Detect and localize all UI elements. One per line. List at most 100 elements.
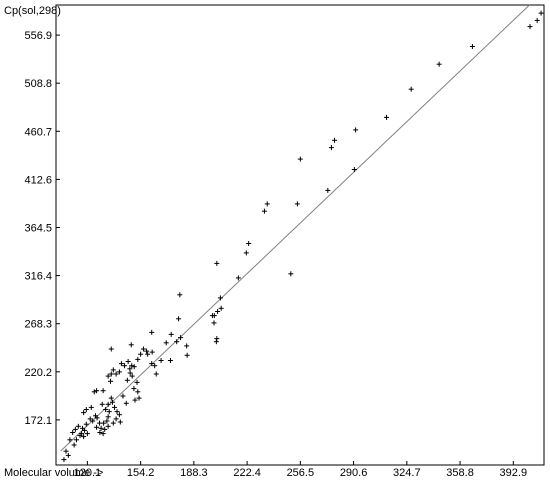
x-ticks: 120.1 154.2 188.3 222.4 256.5 290.6 324.7 358.8… [74,461,527,479]
data-point-103 [246,241,252,246]
data-point-82 [174,339,180,345]
y-tick-label-5: 412.6 [24,174,52,186]
data-point-85 [184,352,190,358]
data-point-67 [127,366,133,372]
data-point-55 [122,363,128,369]
x-tick-label-8: 392.9 [500,467,528,479]
data-point-57 [127,370,133,376]
data-point-53 [116,369,122,375]
data-point-44 [88,404,94,410]
data-point-11 [84,431,90,437]
data-point-24 [100,431,106,437]
data-point-31 [99,401,105,407]
y-ticks: 172.1 220.2 268.3 316.4 364.5 412.6 460.7 508.8… [24,30,60,427]
data-point-46 [94,388,100,394]
data-point-49 [105,373,111,379]
data-point-9 [81,434,87,440]
data-point-43 [83,407,89,412]
data-point-0 [61,457,67,463]
data-point-22 [98,425,104,431]
data-point-4 [67,437,73,443]
data-point-48 [107,378,113,384]
data-point-28 [105,414,111,420]
data-point-113 [353,127,359,133]
y-tick-label-2: 268.3 [24,319,52,331]
data-point-104 [261,208,267,214]
data-point-23 [97,430,103,435]
data-point-97 [218,305,224,311]
data-point-68 [129,363,135,369]
data-point-111 [332,137,338,143]
data-point-79 [158,358,164,363]
data-point-109 [325,187,331,193]
data-point-75 [149,349,155,355]
data-point-33 [108,395,114,401]
data-point-21 [94,424,100,430]
data-point-36 [114,409,120,415]
data-point-71 [138,351,144,357]
data-point-14 [72,426,78,432]
x-tick-label-4: 256.5 [287,467,315,479]
data-point-72 [140,346,146,352]
data-point-93 [214,336,220,342]
data-point-70 [135,356,141,362]
data-point-2 [63,448,69,454]
data-point-96 [215,309,221,314]
data-point-60 [134,379,140,385]
data-point-100 [214,260,220,266]
data-point-1 [65,452,71,458]
data-point-26 [101,420,107,426]
data-point-90 [108,346,114,352]
points-layer [61,10,544,463]
y-axis-title: Cp(sol,298) [4,5,61,17]
data-point-42 [81,410,87,416]
data-point-108 [297,156,303,162]
data-point-94 [211,320,217,326]
x-tick-label-0: 120.1 [74,467,102,479]
data-point-66 [124,377,130,383]
data-point-112 [351,167,357,172]
data-point-77 [152,363,158,369]
data-point-80 [163,340,169,346]
data-point-110 [328,145,334,151]
data-point-115 [408,86,414,92]
data-point-74 [145,351,151,357]
data-point-81 [168,331,174,337]
data-point-54 [118,361,124,367]
data-point-98 [217,295,223,301]
data-point-8 [79,431,85,437]
y-tick-label-0: 172.1 [24,415,52,427]
data-point-106 [288,271,294,277]
data-point-105 [264,201,270,207]
fit-line [60,4,530,452]
data-point-52 [110,367,116,373]
data-point-59 [131,386,137,392]
data-point-39 [117,419,123,425]
x-axis-title: Molecular volume -> [4,467,103,479]
data-point-35 [112,404,118,410]
y-tick-label-4: 364.5 [24,223,52,235]
data-point-78 [153,371,159,377]
data-point-120 [538,10,544,16]
data-point-29 [106,409,112,415]
data-point-27 [104,418,110,424]
data-point-12 [80,425,86,431]
data-point-83 [178,335,184,341]
data-point-64 [123,400,129,406]
data-point-119 [534,17,540,23]
data-point-50 [108,371,114,377]
data-point-30 [103,407,109,412]
x-tick-label-2: 188.3 [180,467,208,479]
data-point-116 [436,61,442,67]
data-point-102 [243,250,249,256]
data-point-56 [125,359,131,364]
data-point-73 [144,348,150,354]
y-tick-label-8: 556.9 [24,30,52,42]
data-point-17 [90,418,96,424]
data-point-5 [73,437,79,443]
x-tick-label-1: 154.2 [127,467,155,479]
y-tick-label-3: 316.4 [24,271,52,283]
data-point-101 [235,275,241,281]
data-point-34 [110,399,116,405]
data-point-84 [184,343,190,349]
